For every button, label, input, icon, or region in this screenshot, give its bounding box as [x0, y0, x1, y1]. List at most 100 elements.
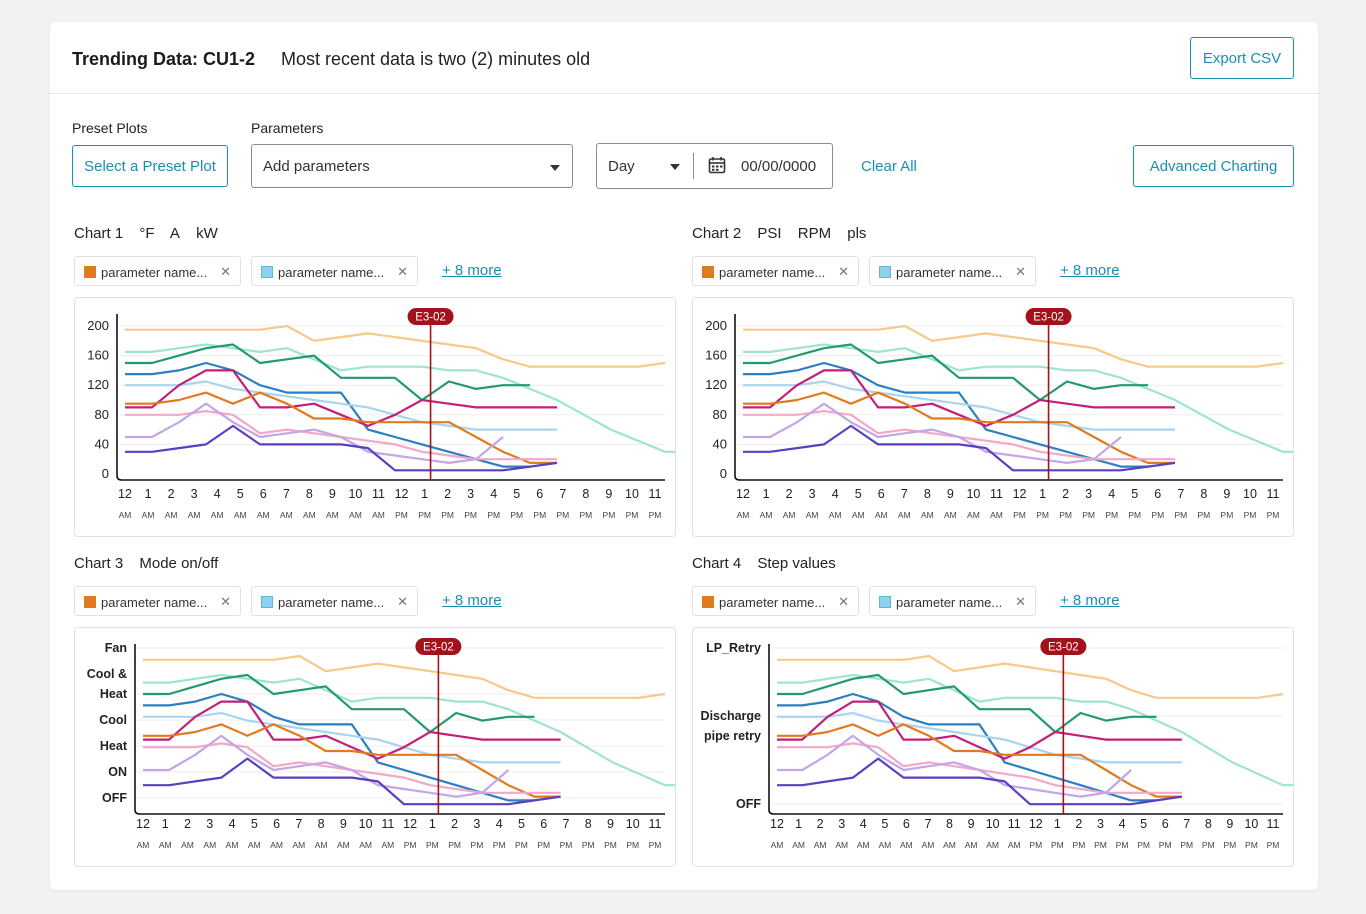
y-tick-label: OFF [736, 797, 761, 811]
x-tick-label: 3 [838, 817, 845, 831]
close-icon[interactable]: ✕ [220, 594, 231, 609]
period-select[interactable]: Day [608, 158, 635, 175]
x-tick-sublabel: AM [315, 840, 328, 850]
x-tick-sublabel: PM [1116, 840, 1129, 850]
export-csv-button[interactable]: Export CSV [1190, 37, 1294, 79]
y-tick-label: 120 [705, 377, 727, 392]
x-tick-label: 7 [283, 487, 290, 501]
more-parameters-link[interactable]: + 8 more [1060, 592, 1120, 609]
series-swatch [84, 266, 96, 278]
x-tick-sublabel: PM [1245, 840, 1258, 850]
chart-2-plot[interactable]: 200 160 120 80 40 0 12 AM 1 AM 2 AM 3 AM 4 AM 5 AM 6 AM 7 AM 8… [692, 297, 1294, 537]
x-tick-label: 1 [429, 817, 436, 831]
x-tick-sublabel: PM [1174, 510, 1187, 520]
series-line [743, 424, 1176, 472]
chart-title: Chart 2 [692, 225, 742, 242]
y-tick-label: 200 [87, 318, 109, 333]
x-tick-label: 3 [473, 817, 480, 831]
chart-1-plot[interactable]: 200 160 120 80 40 0 12 AM 1 AM 2 AM 3 AM 4 AM 5 AM 6 AM 7 AM 8… [74, 297, 676, 537]
parameter-chip[interactable]: parameter name... ✕ [74, 586, 241, 616]
event-marker-badge [407, 308, 454, 325]
chart-2-header: Chart 2 PSI RPM pls [692, 225, 878, 242]
x-tick-sublabel: PM [1267, 840, 1280, 850]
x-tick-sublabel: PM [426, 840, 439, 850]
more-parameters-link[interactable]: + 8 more [442, 262, 502, 279]
x-tick-sublabel: AM [165, 510, 178, 520]
chart-3-plot[interactable]: Fan Cool & Heat Cool Heat ON OFF 12 AM 1 AM 2 AM 3 AM 4… [74, 627, 676, 867]
date-input[interactable]: 00/00/0000 [741, 158, 817, 175]
x-tick-label: 6 [903, 817, 910, 831]
x-tick-sublabel: AM [211, 510, 224, 520]
parameters-select[interactable]: Add parameters [251, 144, 573, 188]
x-tick-label: 5 [237, 487, 244, 501]
close-icon[interactable]: ✕ [220, 264, 231, 279]
parameter-chip[interactable]: parameter name... ✕ [692, 586, 859, 616]
x-tick-sublabel: AM [852, 510, 865, 520]
parameter-chip[interactable]: parameter name... ✕ [869, 256, 1036, 286]
x-tick-sublabel: AM [737, 510, 750, 520]
y-tick-label: Cool [99, 713, 127, 727]
x-tick-sublabel: PM [1059, 510, 1072, 520]
x-tick-label: 3 [206, 817, 213, 831]
series-line [143, 757, 561, 806]
x-tick-sublabel: AM [303, 510, 316, 520]
series-line [777, 673, 1157, 734]
parameter-chip[interactable]: parameter name... ✕ [74, 256, 241, 286]
x-tick-label: 9 [1226, 817, 1233, 831]
y-tick-label: 0 [102, 466, 109, 481]
more-parameters-link[interactable]: + 8 more [442, 592, 502, 609]
series-line [743, 343, 1148, 402]
series-line [777, 673, 1293, 787]
close-icon[interactable]: ✕ [838, 264, 849, 279]
x-tick-label: 9 [968, 817, 975, 831]
x-tick-sublabel: PM [1197, 510, 1210, 520]
x-tick-label: 4 [229, 817, 236, 831]
x-tick-sublabel: PM [1267, 510, 1280, 520]
close-icon[interactable]: ✕ [838, 594, 849, 609]
more-parameters-link[interactable]: + 8 more [1060, 262, 1120, 279]
x-tick-sublabel: PM [487, 510, 500, 520]
select-preset-plot-button[interactable]: Select a Preset Plot [72, 145, 228, 187]
series-line [125, 402, 504, 464]
series-line [777, 757, 1182, 806]
x-tick-label: 8 [585, 817, 592, 831]
x-tick-sublabel: PM [1094, 840, 1107, 850]
series-line [743, 391, 1175, 464]
chart-4-header: Chart 4 Step values [692, 555, 848, 572]
series-swatch [84, 596, 96, 608]
x-tick-label: 12 [136, 817, 150, 831]
close-icon[interactable]: ✕ [397, 594, 408, 609]
date-range-control: Day 00/00/0000 [596, 143, 833, 189]
parameter-chip[interactable]: parameter name... ✕ [692, 256, 859, 286]
x-tick-label: 4 [860, 817, 867, 831]
close-icon[interactable]: ✕ [1015, 264, 1026, 279]
chart-4-plot[interactable]: LP_Retry Discharge pipe retry OFF 12 AM 1 AM 2 AM… [692, 627, 1294, 867]
parameters-label: Parameters [251, 120, 324, 136]
x-tick-label: 6 [536, 487, 543, 501]
x-tick-sublabel: AM [119, 510, 132, 520]
x-tick-sublabel: AM [381, 840, 394, 850]
x-tick-sublabel: AM [188, 510, 201, 520]
parameter-chip[interactable]: parameter name... ✕ [869, 586, 1036, 616]
x-tick-label: 5 [1140, 817, 1147, 831]
parameter-chip-label: parameter name... [719, 595, 826, 610]
x-tick-sublabel: PM [533, 510, 546, 520]
chart-unit: °F [139, 225, 155, 242]
y-tick-label: 160 [87, 348, 109, 363]
x-tick-label: 6 [1162, 817, 1169, 831]
chevron-down-icon[interactable] [670, 164, 680, 170]
parameter-chip[interactable]: parameter name... ✕ [251, 256, 418, 286]
calendar-icon[interactable] [708, 156, 726, 174]
x-tick-sublabel: AM [965, 840, 978, 850]
x-tick-label: 4 [214, 487, 221, 501]
x-tick-sublabel: PM [1151, 510, 1164, 520]
x-tick-sublabel: PM [649, 840, 662, 850]
clear-all-link[interactable]: Clear All [861, 158, 917, 175]
x-tick-sublabel: AM [372, 510, 385, 520]
x-tick-sublabel: PM [1137, 840, 1150, 850]
parameter-chip[interactable]: parameter name... ✕ [251, 586, 418, 616]
advanced-charting-button[interactable]: Advanced Charting [1133, 145, 1294, 187]
chart-unit: RPM [797, 225, 832, 242]
close-icon[interactable]: ✕ [397, 264, 408, 279]
close-icon[interactable]: ✕ [1015, 594, 1026, 609]
